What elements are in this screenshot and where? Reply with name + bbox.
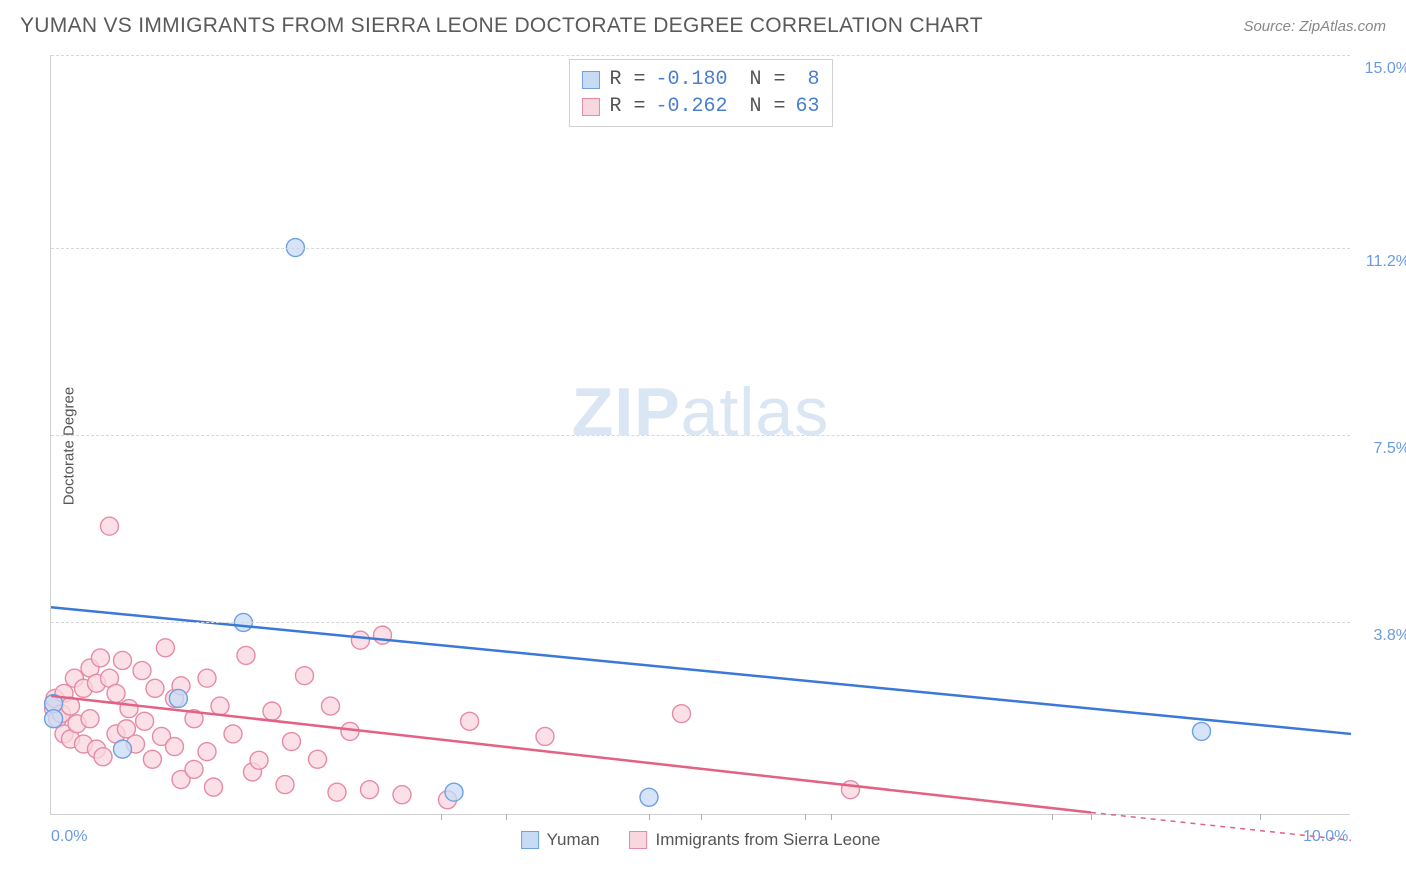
scatter-point: [114, 740, 132, 758]
scatter-point: [45, 710, 63, 728]
scatter-point: [842, 781, 860, 799]
xtick-label: 10.0%: [1303, 828, 1348, 846]
xtick-mark: [649, 814, 650, 820]
scatter-point: [146, 679, 164, 697]
scatter-point: [351, 631, 369, 649]
gridline: [51, 248, 1350, 249]
scatter-point: [296, 667, 314, 685]
scatter-point: [156, 639, 174, 657]
scatter-point: [263, 702, 281, 720]
scatter-point: [393, 786, 411, 804]
scatter-point: [91, 649, 109, 667]
gridline: [51, 435, 1350, 436]
xtick-mark: [1052, 814, 1053, 820]
scatter-point: [101, 517, 119, 535]
scatter-point: [250, 751, 268, 769]
scatter-point: [166, 738, 184, 756]
scatter-point: [673, 705, 691, 723]
xtick-mark: [701, 814, 702, 820]
scatter-point: [224, 725, 242, 743]
scatter-point: [328, 783, 346, 801]
scatter-point: [198, 743, 216, 761]
scatter-point: [107, 684, 125, 702]
scatter-point: [136, 712, 154, 730]
scatter-point: [94, 748, 112, 766]
scatter-point: [237, 646, 255, 664]
legend-item-yuman: Yuman: [521, 830, 600, 850]
plot-area: ZIPatlas R = -0.180 N = 8 R = -0.262 N =…: [50, 55, 1350, 815]
scatter-point: [120, 700, 138, 718]
xtick-mark: [831, 814, 832, 820]
ytick-label: 7.5%: [1355, 440, 1406, 458]
scatter-point: [169, 689, 187, 707]
gridline: [51, 622, 1350, 623]
chart-title: YUMAN VS IMMIGRANTS FROM SIERRA LEONE DO…: [20, 14, 983, 38]
scatter-point: [536, 727, 554, 745]
scatter-point: [198, 669, 216, 687]
scatter-point: [309, 750, 327, 768]
ytick-label: 3.8%: [1355, 627, 1406, 645]
xtick-mark: [1260, 814, 1261, 820]
scatter-point: [211, 697, 229, 715]
scatter-point: [445, 783, 463, 801]
scatter-point: [361, 781, 379, 799]
legend-item-sierra-leone: Immigrants from Sierra Leone: [630, 830, 881, 850]
ytick-label: 11.2%: [1355, 253, 1406, 271]
scatter-point: [114, 651, 132, 669]
scatter-point: [81, 710, 99, 728]
scatter-point: [143, 750, 161, 768]
legend: Yuman Immigrants from Sierra Leone: [521, 830, 881, 850]
scatter-point: [322, 697, 340, 715]
source-attribution: Source: ZipAtlas.com: [1243, 18, 1386, 35]
scatter-point: [133, 662, 151, 680]
xtick-mark: [441, 814, 442, 820]
scatter-point: [461, 712, 479, 730]
legend-swatch-sierra-leone: [630, 831, 648, 849]
scatter-point: [640, 788, 658, 806]
legend-swatch-yuman: [521, 831, 539, 849]
gridline: [51, 55, 1350, 56]
xtick-mark: [1091, 814, 1092, 820]
xtick-mark: [805, 814, 806, 820]
scatter-point: [283, 733, 301, 751]
scatter-point: [205, 778, 223, 796]
xtick-label: 0.0%: [51, 828, 87, 846]
chart-header: YUMAN VS IMMIGRANTS FROM SIERRA LEONE DO…: [0, 0, 1406, 52]
xtick-mark: [506, 814, 507, 820]
ytick-label: 15.0%: [1355, 60, 1406, 78]
scatter-point: [1193, 722, 1211, 740]
scatter-point: [185, 760, 203, 778]
scatter-point: [276, 776, 294, 794]
